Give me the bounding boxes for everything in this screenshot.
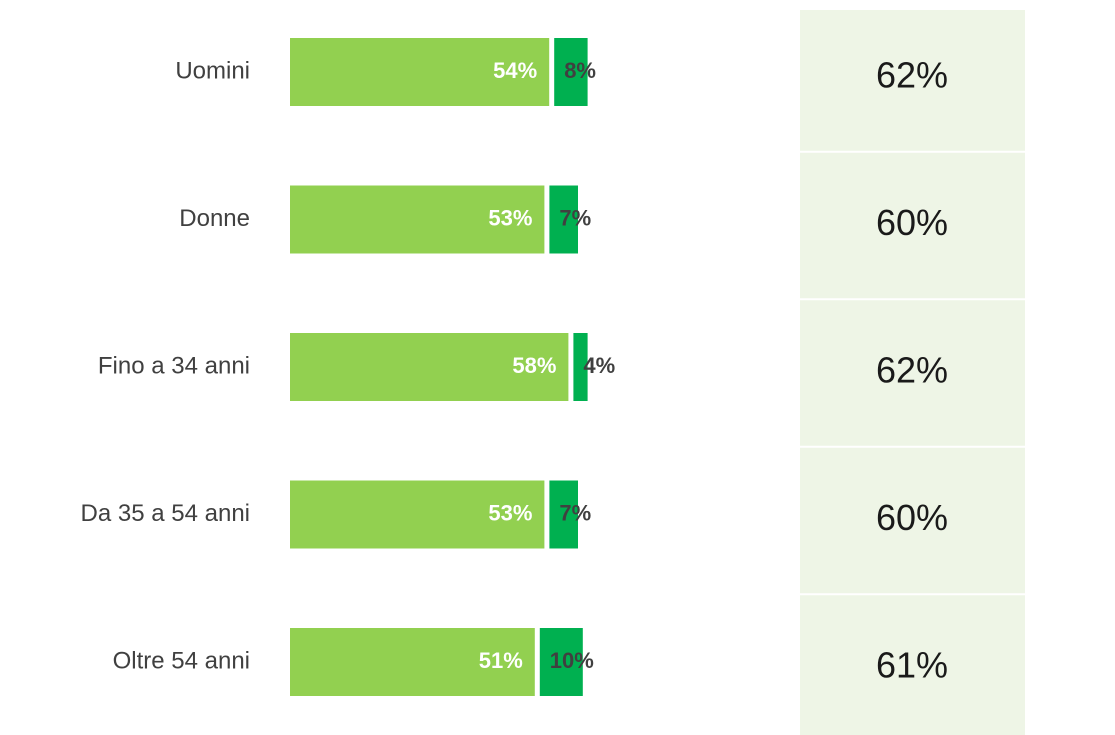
category-label: Da 35 a 54 anni bbox=[81, 500, 250, 527]
category-label: Uomini bbox=[175, 57, 250, 84]
bar-segment bbox=[549, 480, 578, 549]
value-label: 10% bbox=[550, 648, 594, 673]
totals-panel bbox=[800, 10, 1025, 735]
category-label: Donne bbox=[179, 205, 250, 232]
value-label: 58% bbox=[512, 353, 556, 378]
value-label: 54% bbox=[493, 58, 537, 83]
category-label: Fino a 34 anni bbox=[98, 352, 250, 379]
value-label: 7% bbox=[559, 205, 591, 230]
value-label: 51% bbox=[479, 648, 523, 673]
bar-segment bbox=[549, 185, 578, 254]
value-label: 53% bbox=[488, 205, 532, 230]
total-label: 60% bbox=[876, 202, 948, 243]
total-label: 60% bbox=[876, 497, 948, 538]
value-label: 8% bbox=[564, 58, 596, 83]
total-label: 61% bbox=[876, 645, 948, 686]
bar-segment bbox=[539, 628, 583, 696]
total-label: 62% bbox=[876, 55, 948, 96]
value-label: 7% bbox=[559, 500, 591, 525]
bar-segment bbox=[290, 333, 569, 401]
value-label: 4% bbox=[583, 353, 615, 378]
category-label: Oltre 54 anni bbox=[113, 647, 250, 674]
total-label: 62% bbox=[876, 350, 948, 391]
bar-segment bbox=[290, 185, 545, 254]
bar-segment bbox=[290, 480, 545, 549]
bar-segment bbox=[290, 38, 550, 106]
value-label: 53% bbox=[488, 500, 532, 525]
bar-segment bbox=[573, 333, 588, 401]
bar-segment bbox=[554, 38, 588, 106]
bar-segment bbox=[290, 628, 535, 696]
